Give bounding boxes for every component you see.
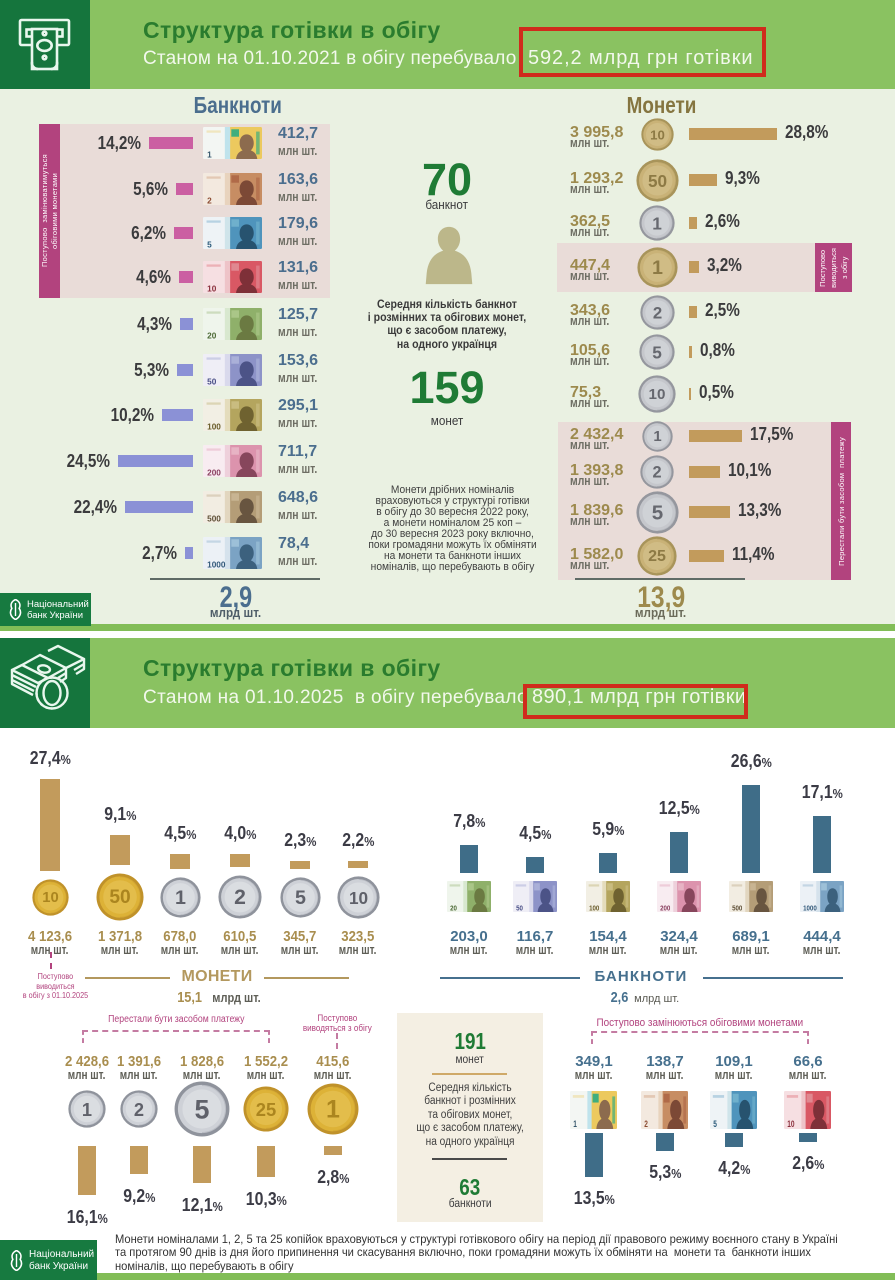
svg-text:1000: 1000 bbox=[207, 560, 226, 569]
svg-text:1: 1 bbox=[652, 213, 662, 233]
svg-text:5: 5 bbox=[295, 887, 306, 909]
svg-text:10: 10 bbox=[787, 1119, 795, 1129]
svg-text:10: 10 bbox=[349, 888, 368, 908]
svg-text:5: 5 bbox=[652, 342, 662, 362]
svg-text:1: 1 bbox=[573, 1119, 577, 1129]
svg-text:2: 2 bbox=[644, 1119, 648, 1129]
svg-text:5: 5 bbox=[652, 501, 663, 524]
svg-text:1: 1 bbox=[82, 1099, 92, 1120]
svg-text:2: 2 bbox=[234, 886, 246, 909]
svg-text:25: 25 bbox=[256, 1099, 276, 1120]
svg-text:100: 100 bbox=[589, 905, 599, 912]
svg-text:20: 20 bbox=[450, 905, 457, 912]
svg-text:5: 5 bbox=[207, 240, 212, 249]
svg-text:10: 10 bbox=[649, 386, 666, 403]
svg-text:10: 10 bbox=[207, 284, 217, 293]
svg-text:1: 1 bbox=[326, 1096, 340, 1124]
svg-text:10: 10 bbox=[42, 890, 58, 906]
svg-text:1: 1 bbox=[175, 887, 186, 909]
svg-text:500: 500 bbox=[207, 514, 221, 523]
svg-text:2: 2 bbox=[207, 196, 212, 205]
svg-text:1: 1 bbox=[652, 257, 663, 279]
svg-text:25: 25 bbox=[648, 548, 666, 565]
svg-text:2: 2 bbox=[652, 463, 661, 481]
svg-text:50: 50 bbox=[109, 887, 130, 908]
svg-text:200: 200 bbox=[660, 905, 670, 912]
svg-text:2: 2 bbox=[653, 303, 662, 322]
svg-text:1000: 1000 bbox=[803, 905, 817, 912]
svg-text:2: 2 bbox=[134, 1099, 144, 1120]
svg-text:100: 100 bbox=[207, 422, 221, 431]
svg-text:1: 1 bbox=[207, 150, 212, 159]
svg-text:20: 20 bbox=[207, 331, 217, 340]
svg-text:200: 200 bbox=[207, 468, 221, 477]
svg-text:1: 1 bbox=[653, 429, 661, 445]
svg-text:5: 5 bbox=[713, 1119, 717, 1129]
svg-text:5: 5 bbox=[195, 1095, 210, 1125]
svg-text:50: 50 bbox=[516, 905, 523, 912]
svg-text:50: 50 bbox=[207, 377, 217, 386]
svg-text:50: 50 bbox=[648, 171, 667, 191]
svg-text:500: 500 bbox=[732, 905, 742, 912]
svg-text:10: 10 bbox=[650, 127, 665, 142]
